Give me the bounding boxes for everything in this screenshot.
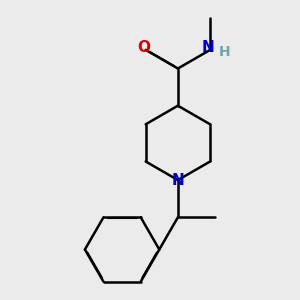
Text: H: H (218, 45, 230, 58)
Text: N: N (172, 172, 184, 188)
Text: N: N (202, 40, 215, 55)
Text: O: O (137, 40, 151, 55)
